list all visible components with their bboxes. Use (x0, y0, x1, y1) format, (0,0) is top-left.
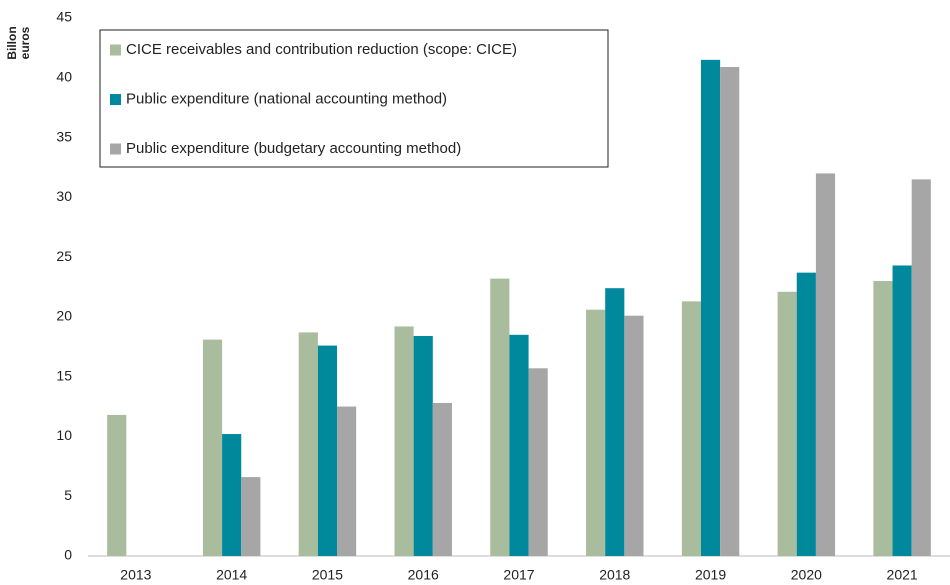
bar (873, 281, 893, 556)
y-tick-label: 20 (56, 308, 72, 324)
bar (490, 278, 510, 556)
y-tick-label: 25 (56, 248, 72, 264)
y-tick-label: 40 (56, 68, 72, 84)
y-tick-label: 5 (64, 487, 72, 503)
bar (528, 368, 548, 556)
bar (624, 315, 644, 556)
bar (681, 301, 701, 556)
legend-swatch (110, 143, 121, 155)
bar (413, 336, 433, 556)
bar (394, 326, 414, 556)
bar (337, 406, 357, 556)
bar (432, 402, 452, 556)
y-tick-label: 35 (56, 128, 72, 144)
x-tick-label: 2016 (408, 567, 439, 583)
bar (777, 291, 797, 556)
bar (700, 59, 721, 556)
legend-label: Public expenditure (national accounting … (126, 90, 447, 107)
legend-swatch (110, 44, 121, 56)
x-tick-label: 2017 (503, 567, 534, 583)
x-tick-label: 2013 (120, 567, 151, 583)
bar (892, 265, 912, 556)
legend-swatch (110, 94, 121, 105)
y-axis-label: Billon euros (5, 26, 32, 60)
bar (911, 179, 931, 556)
bar (222, 434, 242, 556)
bar (107, 414, 127, 556)
bar (509, 334, 529, 556)
legend-label: Public expenditure (budgetary accounting… (126, 140, 461, 157)
x-tick-label: 2020 (791, 567, 822, 583)
y-tick-label: 30 (56, 188, 72, 204)
x-tick-label: 2021 (887, 567, 918, 583)
x-tick-label: 2014 (216, 567, 247, 583)
bar (317, 345, 338, 556)
bar (241, 477, 261, 556)
y-tick-label: 0 (64, 547, 72, 563)
x-tick-label: 2015 (312, 567, 343, 583)
legend-box (99, 29, 609, 168)
bar (815, 173, 836, 556)
legend-label: CICE receivables and contribution reduct… (126, 41, 517, 58)
x-tick-label: 2019 (695, 567, 726, 583)
x-tick-label: 2018 (599, 567, 630, 583)
bar (298, 332, 318, 556)
bar (720, 67, 740, 557)
bar (202, 339, 223, 556)
y-tick-label: 15 (56, 367, 72, 383)
y-tick-label: 10 (56, 427, 72, 443)
y-tick-label: 45 (56, 9, 72, 25)
bar (586, 309, 606, 556)
bar (796, 272, 816, 556)
bar (605, 288, 625, 556)
